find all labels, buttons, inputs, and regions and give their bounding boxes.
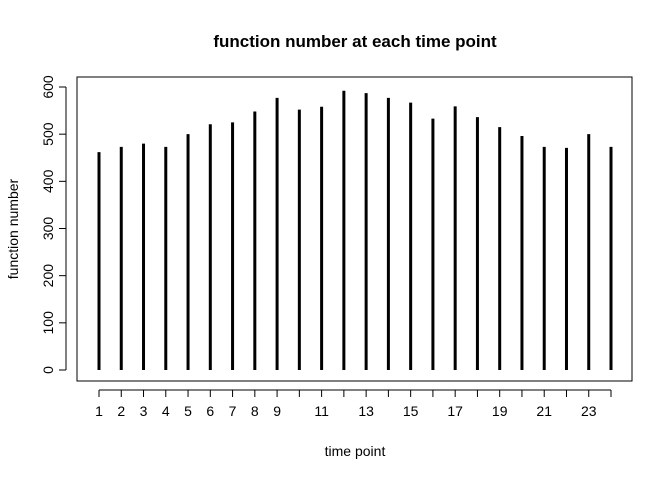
x-tick-label-17: 17 (447, 403, 463, 419)
y-tick-label-600: 600 (40, 75, 56, 99)
y-tick-label-0: 0 (40, 366, 56, 374)
x-tick-label-13: 13 (358, 403, 374, 419)
x-tick-label-11: 11 (314, 403, 329, 419)
y-tick-label-400: 400 (40, 169, 56, 193)
x-tick-label-3: 3 (140, 403, 148, 419)
y-tick-label-200: 200 (40, 264, 56, 288)
x-tick-label-1: 1 (95, 403, 103, 419)
x-tick-label-4: 4 (162, 403, 170, 419)
bar-series (97, 90, 613, 370)
x-tick-label-8: 8 (251, 403, 259, 419)
chart-title: function number at each time point (213, 32, 497, 51)
x-tick-label-6: 6 (206, 403, 214, 419)
x-tick-label-5: 5 (184, 403, 192, 419)
y-axis-label: function number (5, 178, 21, 279)
x-tick-label-15: 15 (403, 403, 419, 419)
x-tick-label-19: 19 (492, 403, 508, 419)
x-axis: 1 2 3 4 5 6 7 8 9 11 13 15 17 19 21 23 (95, 389, 612, 419)
x-axis-label: time point (325, 443, 386, 459)
x-tick-label-9: 9 (273, 403, 281, 419)
y-tick-label-500: 500 (40, 122, 56, 146)
x-tick-label-7: 7 (229, 403, 237, 419)
y-tick-label-300: 300 (40, 217, 56, 241)
plot-frame (76, 76, 633, 382)
x-tick-label-2: 2 (117, 403, 125, 419)
x-tick-label-23: 23 (581, 403, 597, 419)
y-axis: 0 100 200 300 400 500 600 (40, 75, 67, 374)
x-tick-label-21: 21 (536, 403, 552, 419)
y-tick-label-100: 100 (40, 311, 56, 335)
